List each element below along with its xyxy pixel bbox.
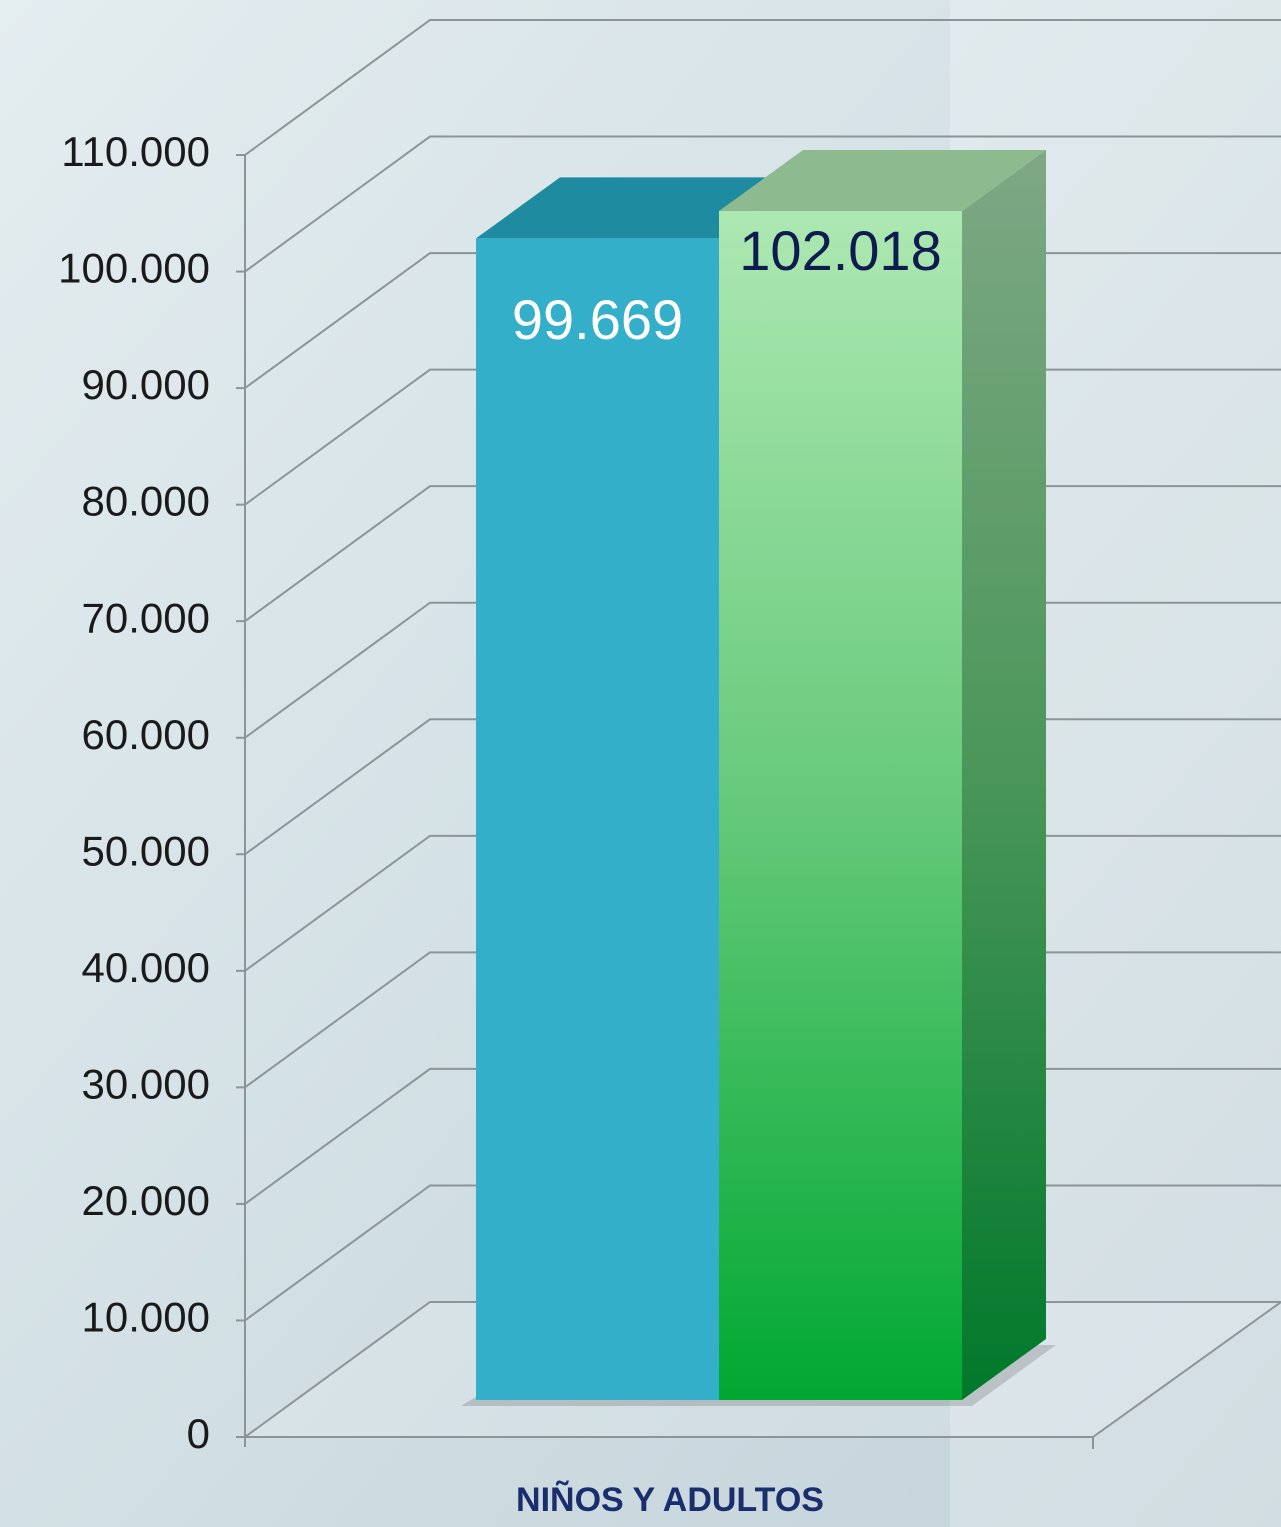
y-tick-label: 40.000 [82,944,210,991]
y-tick-label: 70.000 [82,594,210,641]
chart: NIÑOS Y ADULTOS 0 10.000 20.000 30.000 40.00… [0,0,1281,1527]
y-tick-label: 80.000 [82,478,210,525]
value-label: 99.669 [512,288,683,351]
bar-side [962,150,1046,1400]
y-tick-label: 30.000 [82,1060,210,1107]
value-label: 102.018 [739,219,941,282]
y-tick-label: 90.000 [82,361,210,408]
y-tick-label: 10.000 [82,1294,210,1341]
y-tick-label: 0 [187,1410,210,1457]
y-tick-label: 50.000 [82,827,210,874]
y-tick-label: 20.000 [82,1177,210,1224]
bar [719,211,962,1400]
bar [476,238,719,1400]
y-tick-label: 60.000 [82,711,210,758]
y-tick-label: 110.000 [61,128,210,175]
category-label: NIÑOS Y ADULTOS [516,1481,824,1519]
y-tick-label: 100.000 [58,245,210,292]
